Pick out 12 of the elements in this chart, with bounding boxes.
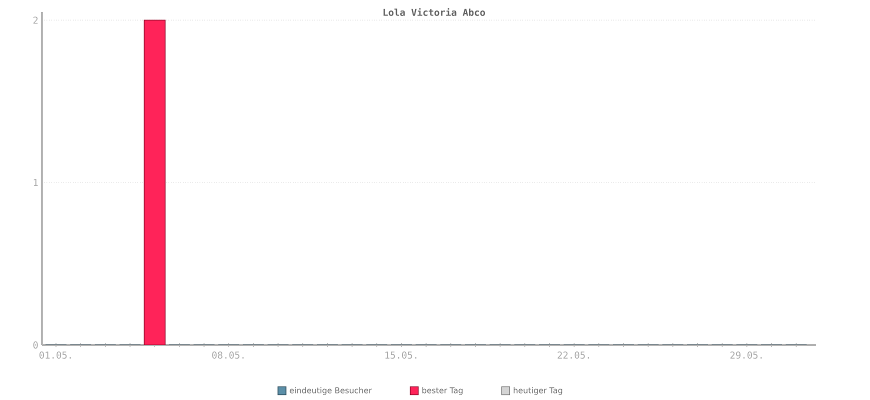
- x-tick-label: 01.05.: [39, 352, 71, 359]
- x-tick-label: 22.05.: [558, 352, 590, 359]
- x-tick-label: 29.05.: [730, 352, 762, 359]
- x-tick-label: 08.05.: [212, 352, 244, 359]
- y-tick-label: 2: [33, 16, 38, 24]
- chart-title: Lola Victoria Abco: [384, 8, 486, 16]
- legend-label: heutiger Tag: [514, 387, 562, 395]
- x-tick-label: 15.05.: [385, 352, 416, 359]
- y-tick-label: 1: [34, 179, 38, 186]
- y-tick-label: 0: [33, 341, 38, 349]
- legend-label: eindeutige Besucher: [290, 387, 372, 395]
- legend-label: bester Tag: [422, 387, 463, 395]
